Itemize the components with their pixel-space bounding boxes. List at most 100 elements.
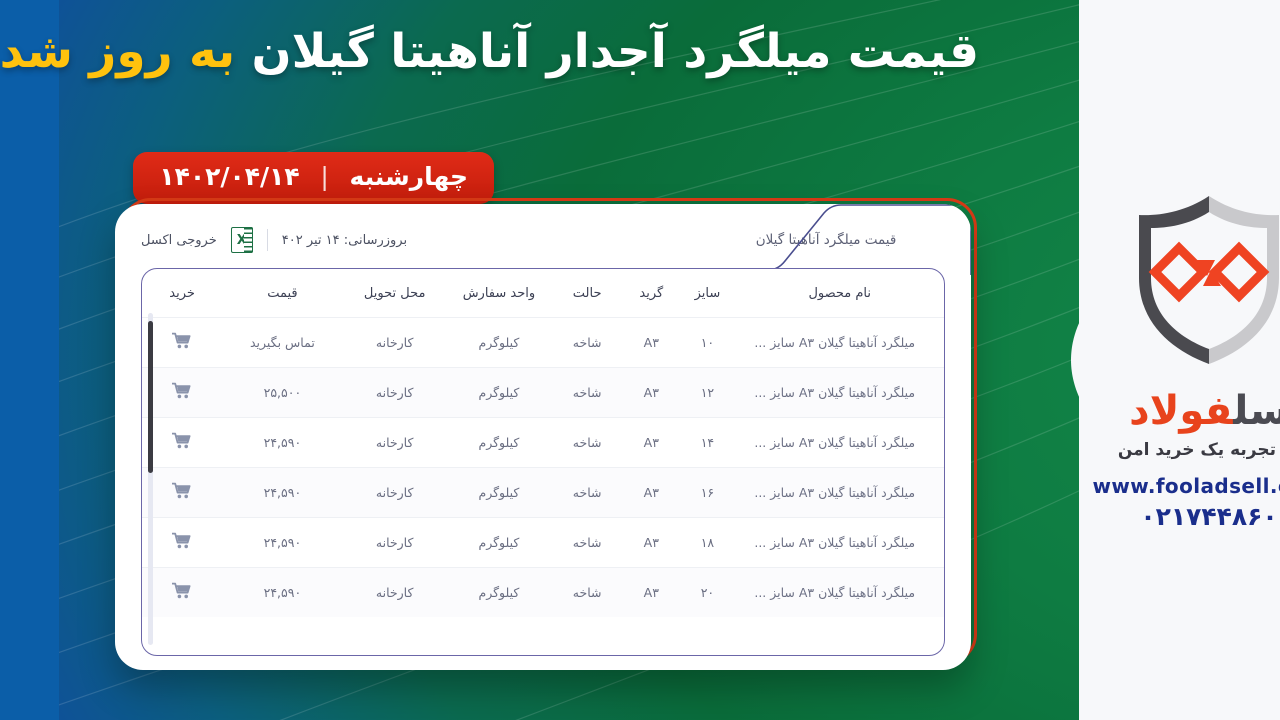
price-table: نام محصول سایز گرید حالت واحد سفارش محل … bbox=[83, 269, 885, 617]
cell-state: شاخه bbox=[492, 518, 564, 568]
website-url[interactable]: www.fooladsell.com bbox=[1020, 474, 1280, 498]
toolbar-divider bbox=[208, 229, 209, 251]
brand-wordmark: سلفولاد bbox=[1020, 388, 1280, 434]
headline-accent-text: به روز شد bbox=[0, 24, 176, 79]
cell-size: ۱۲ bbox=[620, 368, 676, 418]
headline-main-text: قیمت میلگرد آجدار آناهیتا گیلان bbox=[193, 24, 920, 79]
cell-product: میلگرد آناهیتا گیلان A۳ سایز ... bbox=[676, 368, 885, 418]
cell-product: میلگرد آناهیتا گیلان A۳ سایز ... bbox=[676, 418, 885, 468]
date-value: ۱۴۰۲/۰۴/۱۴ bbox=[100, 162, 240, 191]
tab-chip-shape bbox=[622, 204, 912, 276]
cell-buy[interactable] bbox=[83, 518, 163, 568]
header-size: سایز bbox=[620, 269, 676, 318]
header-state: حالت bbox=[492, 269, 564, 318]
table-row[interactable]: میلگرد آناهیتا گیلان A۳ سایز ... ۱۶ A۳ شاخه… bbox=[83, 468, 885, 518]
cell-size: ۱۸ bbox=[620, 518, 676, 568]
cell-price: ۲۴,۵۹۰ bbox=[163, 468, 283, 518]
cell-delivery-place: کارخانه bbox=[284, 468, 388, 518]
table-row[interactable]: میلگرد آناهیتا گیلان A۳ سایز ... ۲۰ A۳ شاخه… bbox=[83, 568, 885, 618]
cell-grade: A۳ bbox=[564, 368, 620, 418]
cell-size: ۱۶ bbox=[620, 468, 676, 518]
tagline-bar: | bbox=[1229, 440, 1235, 460]
tagline-text: تجربه یک خرید امن bbox=[1059, 440, 1217, 460]
table-panel: نام محصول سایز گرید حالت واحد سفارش محل … bbox=[82, 268, 886, 656]
cart-icon[interactable] bbox=[113, 432, 133, 450]
brand-name-dark: سل bbox=[1174, 388, 1230, 434]
table-row[interactable]: میلگرد آناهیتا گیلان A۳ سایز ... ۱۸ A۳ شاخه… bbox=[83, 518, 885, 568]
header-price: قیمت bbox=[163, 269, 283, 318]
cart-icon[interactable] bbox=[113, 382, 133, 400]
cell-delivery-place: کارخانه bbox=[284, 368, 388, 418]
update-timestamp: بروزرسانی: ۱۴ تیر ۴۰۲ bbox=[223, 233, 348, 248]
cell-product: میلگرد آناهیتا گیلان A۳ سایز ... bbox=[676, 318, 885, 368]
cell-state: شاخه bbox=[492, 368, 564, 418]
table-scrollbar-track[interactable] bbox=[89, 313, 94, 645]
cell-price: ۲۴,۵۹۰ bbox=[163, 518, 283, 568]
cell-product: میلگرد آناهیتا گیلان A۳ سایز ... bbox=[676, 568, 885, 618]
cell-order-unit: کیلوگرم bbox=[388, 468, 492, 518]
table-scrollbar-thumb[interactable] bbox=[89, 321, 94, 473]
cell-state: شاخه bbox=[492, 568, 564, 618]
date-weekday: چهارشنبه bbox=[291, 162, 409, 191]
cell-buy[interactable] bbox=[83, 368, 163, 418]
banner-headline: قیمت میلگرد آجدار آناهیتا گیلان به روز ش… bbox=[90, 24, 920, 79]
cell-product: میلگرد آناهیتا گیلان A۳ سایز ... bbox=[676, 468, 885, 518]
cell-delivery-place: کارخانه bbox=[284, 568, 388, 618]
date-separator: | bbox=[261, 162, 269, 191]
cell-size: ۱۴ bbox=[620, 418, 676, 468]
cell-size: ۲۰ bbox=[620, 568, 676, 618]
cell-order-unit: کیلوگرم bbox=[388, 518, 492, 568]
excel-icon-letter: X bbox=[178, 233, 188, 248]
cart-icon[interactable] bbox=[113, 482, 133, 500]
cell-order-unit: کیلوگرم bbox=[388, 568, 492, 618]
price-table-card: قیمت میلگرد آناهیتا گیلان بروزرسانی: ۱۴ … bbox=[56, 204, 912, 670]
table-row[interactable]: میلگرد آناهیتا گیلان A۳ سایز ... ۱۲ A۳ شاخه… bbox=[83, 368, 885, 418]
excel-icon[interactable]: X bbox=[172, 227, 194, 253]
table-row[interactable]: میلگرد آناهیتا گیلان A۳ سایز ... ۱۰ A۳ شاخه… bbox=[83, 318, 885, 368]
cell-order-unit: کیلوگرم bbox=[388, 368, 492, 418]
card-toolbar: قیمت میلگرد آناهیتا گیلان بروزرسانی: ۱۴ … bbox=[56, 204, 912, 276]
header-order-unit: واحد سفارش bbox=[388, 269, 492, 318]
cell-buy[interactable] bbox=[83, 318, 163, 368]
cell-order-unit: کیلوگرم bbox=[388, 418, 492, 468]
tab-price-anahita-gilan[interactable]: قیمت میلگرد آناهیتا گیلان bbox=[622, 204, 912, 276]
cell-grade: A۳ bbox=[564, 518, 620, 568]
cart-icon[interactable] bbox=[113, 532, 133, 550]
cart-icon[interactable] bbox=[113, 582, 133, 600]
cell-delivery-place: کارخانه bbox=[284, 318, 388, 368]
brand-name-orange: فولاد bbox=[1070, 388, 1174, 434]
brand-tagline: | تجربه یک خرید امن bbox=[1020, 440, 1280, 460]
shield-exchange-icon bbox=[1060, 190, 1240, 370]
phone-number[interactable]: ۰۲۱۷۴۴۸۶۰ bbox=[1020, 502, 1280, 531]
cell-buy[interactable] bbox=[83, 418, 163, 468]
cell-price: ۲۵,۵۰۰ bbox=[163, 368, 283, 418]
date-badge: چهارشنبه | ۱۴۰۲/۰۴/۱۴ bbox=[74, 152, 435, 204]
header-grade: گرید bbox=[564, 269, 620, 318]
cell-product: میلگرد آناهیتا گیلان A۳ سایز ... bbox=[676, 518, 885, 568]
cart-icon[interactable] bbox=[113, 332, 133, 350]
cell-grade: A۳ bbox=[564, 418, 620, 468]
excel-export-button[interactable]: خروجی اکسل bbox=[82, 233, 158, 248]
cell-grade: A۳ bbox=[564, 318, 620, 368]
table-row[interactable]: میلگرد آناهیتا گیلان A۳ سایز ... ۱۴ A۳ شاخه… bbox=[83, 418, 885, 468]
cell-grade: A۳ bbox=[564, 568, 620, 618]
cell-price: تماس بگیرید bbox=[163, 318, 283, 368]
header-buy: خرید bbox=[83, 269, 163, 318]
cell-buy[interactable] bbox=[83, 568, 163, 618]
cell-price: ۲۴,۵۹۰ bbox=[163, 418, 283, 468]
cell-order-unit: کیلوگرم bbox=[388, 318, 492, 368]
cell-price: ۲۴,۵۹۰ bbox=[163, 568, 283, 618]
table-header-row: نام محصول سایز گرید حالت واحد سفارش محل … bbox=[83, 269, 885, 318]
cell-state: شاخه bbox=[492, 468, 564, 518]
cell-grade: A۳ bbox=[564, 468, 620, 518]
cell-buy[interactable] bbox=[83, 468, 163, 518]
cell-state: شاخه bbox=[492, 418, 564, 468]
cell-size: ۱۰ bbox=[620, 318, 676, 368]
cell-state: شاخه bbox=[492, 318, 564, 368]
table-body: میلگرد آناهیتا گیلان A۳ سایز ... ۱۰ A۳ شاخه… bbox=[83, 318, 885, 618]
toolbar-actions: بروزرسانی: ۱۴ تیر ۴۰۲ X خروجی اکسل bbox=[56, 204, 348, 276]
header-product: نام محصول bbox=[676, 269, 885, 318]
cell-delivery-place: کارخانه bbox=[284, 518, 388, 568]
cell-delivery-place: کارخانه bbox=[284, 418, 388, 468]
header-delivery-place: محل تحویل bbox=[284, 269, 388, 318]
